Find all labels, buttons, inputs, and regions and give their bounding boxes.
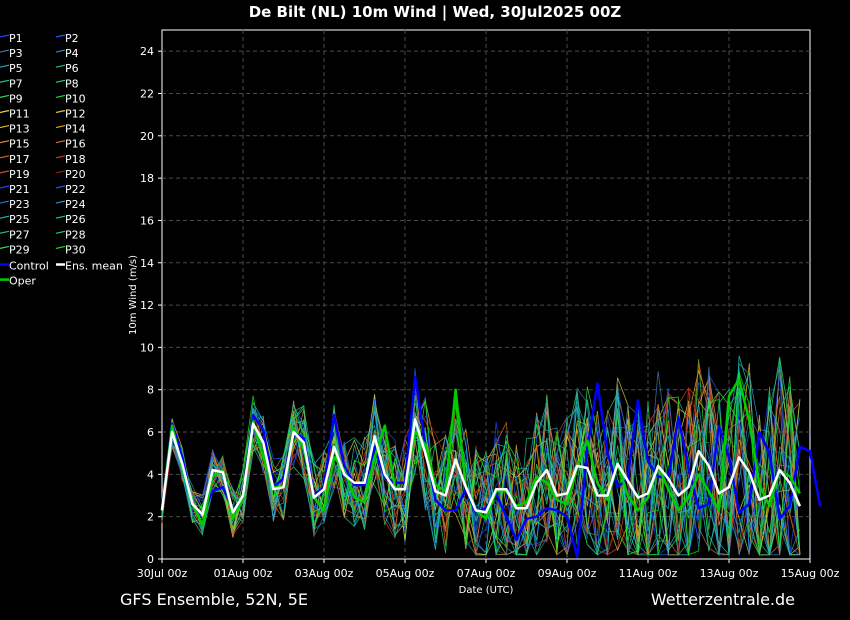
legend-item-p13: P13 [9,123,30,136]
x-axis: 30Jul 00z 01Aug 00z 03Aug 00z 05Aug 00z 07Au… [137,559,840,580]
y-tick-label: 12 [140,299,154,312]
legend-item-p30: P30 [65,243,86,256]
legend-item-p12: P12 [65,108,86,121]
legend-swatch [55,230,66,234]
footer-model-info: GFS Ensemble, 52N, 5E [120,590,308,609]
y-tick-label: 20 [140,130,154,143]
y-tick-label: 4 [147,468,154,481]
legend-swatch [0,200,10,204]
chart-title: De Bilt (NL) 10m Wind | Wed, 30Jul2025 0… [249,3,622,22]
legend-swatch [55,155,66,159]
legend-item-oper: Oper [9,275,36,288]
y-tick-label: 24 [140,45,154,58]
legend-swatch [55,125,66,129]
legend-swatch [55,185,66,189]
legend-swatch [0,215,10,219]
legend-swatch [55,34,66,38]
y-tick-label: 8 [147,384,154,397]
x-tick-label: 05Aug 00z [376,567,435,580]
legend-item-control: Control [9,260,49,273]
legend-item-p26: P26 [65,213,86,226]
legend-item-p8: P8 [65,77,79,90]
legend-swatch [0,245,10,249]
legend-item-p11: P11 [9,108,30,121]
legend-item-p23: P23 [9,198,30,211]
legend-item-p22: P22 [65,183,86,196]
legend-item-p2: P2 [65,32,79,45]
x-tick-label: 11Aug 00z [619,567,678,580]
legend-item-p14: P14 [65,123,86,136]
legend-swatch [0,34,10,38]
y-tick-label: 6 [147,426,154,439]
legend: P1 P2 P3 P4 P5 P6 P7 P8 P9 P10 P11 P12 P13 P14 P15 P16 P… [0,32,123,288]
y-axis-label: 10m Wind (m/s) [128,255,139,335]
legend-item-p21: P21 [9,183,30,196]
legend-item-p6: P6 [65,62,79,75]
y-tick-label: 0 [147,553,154,566]
legend-swatch [55,79,66,83]
legend-swatch [55,215,66,219]
x-axis-label: Date (UTC) [459,585,514,596]
legend-item-mean: Ens. mean [65,260,123,273]
grid [162,30,810,559]
legend-swatch [55,200,66,204]
x-tick-label: 13Aug 00z [700,567,759,580]
legend-item-p7: P7 [9,77,23,90]
legend-item-p29: P29 [9,243,30,256]
legend-item-p5: P5 [9,62,23,75]
legend-swatch [55,49,66,53]
series-line-ens-mean [160,418,802,516]
legend-swatch [55,170,66,174]
legend-swatch [0,64,10,68]
y-tick-label: 10 [140,341,154,354]
legend-swatch [55,64,66,68]
footer-source: Wetterzentrale.de [651,590,795,609]
legend-swatch [0,49,10,53]
legend-swatch [0,170,10,174]
legend-swatch [0,155,10,159]
y-tick-label: 22 [140,87,154,100]
legend-item-p27: P27 [9,228,30,241]
legend-swatch [0,125,10,129]
x-tick-label: 01Aug 00z [214,567,273,580]
legend-swatch [55,94,66,98]
member-line-p20 [161,389,801,555]
legend-item-p20: P20 [65,168,86,181]
y-tick-label: 18 [140,172,154,185]
y-tick-label: 14 [140,257,154,270]
legend-item-p17: P17 [9,153,30,166]
legend-item-p18: P18 [65,153,86,166]
legend-swatch [0,185,10,189]
x-tick-label: 30Jul 00z [137,567,188,580]
legend-item-p15: P15 [9,138,30,151]
x-tick-label: 07Aug 00z [457,567,516,580]
legend-swatch [55,109,66,114]
highlighted-lines [160,375,822,559]
x-tick-label: 15Aug 00z [781,567,840,580]
legend-swatch [0,94,10,98]
legend-item-p4: P4 [65,47,79,60]
legend-item-p28: P28 [65,228,86,241]
legend-swatch [55,140,66,144]
legend-swatch [0,140,10,144]
legend-item-p24: P24 [65,198,86,211]
x-tick-label: 09Aug 00z [538,567,597,580]
y-tick-label: 2 [147,511,154,524]
legend-item-p25: P25 [9,213,30,226]
series-line-oper [160,377,801,527]
legend-item-p1: P1 [9,32,23,45]
legend-item-p16: P16 [65,138,86,151]
legend-item-p19: P19 [9,168,30,181]
y-tick-label: 16 [140,214,154,227]
legend-item-p10: P10 [65,92,86,105]
x-tick-label: 03Aug 00z [295,567,354,580]
legend-item-p3: P3 [9,47,23,60]
legend-swatch [0,230,10,234]
legend-swatch [0,109,10,114]
legend-swatch [0,79,10,83]
legend-swatch [55,245,66,249]
legend-item-p9: P9 [9,92,23,105]
